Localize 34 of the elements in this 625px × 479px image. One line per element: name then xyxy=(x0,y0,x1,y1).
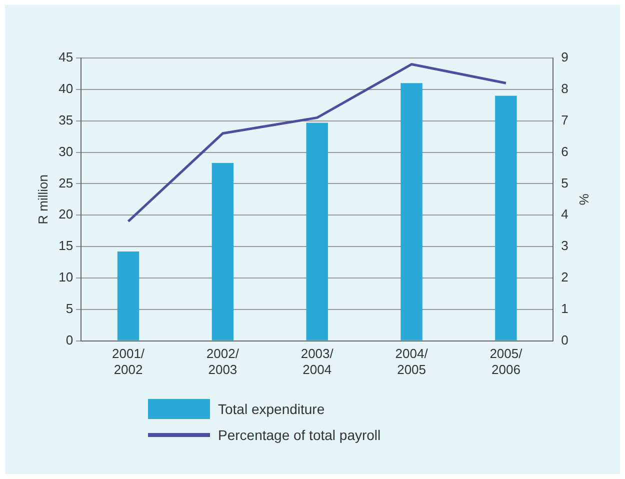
y-tick-label: 5 xyxy=(66,300,74,316)
y2-axis-title: % xyxy=(576,194,592,206)
y2-tick-label: 7 xyxy=(561,112,568,128)
y-tick-label: 40 xyxy=(58,81,74,96)
y2-tick-label: 0 xyxy=(561,332,568,348)
bar xyxy=(212,162,234,340)
legend-label: Total expenditure xyxy=(218,401,325,417)
x-tick-label: 2005/2006 xyxy=(490,346,523,377)
bar xyxy=(306,122,328,340)
x-tick-label: 2004/2005 xyxy=(395,346,428,377)
y2-tick-label: 1 xyxy=(561,300,568,316)
y-axis-title: R million xyxy=(35,174,50,224)
y-tick-label: 45 xyxy=(58,50,74,65)
y-tick-label: 15 xyxy=(58,238,74,254)
x-tick-label: 2002/2003 xyxy=(206,346,240,377)
y2-tick-label: 2 xyxy=(561,270,568,285)
y2-tick-label: 4 xyxy=(561,206,568,222)
y-tick-label: 20 xyxy=(58,206,74,222)
x-tick-label: 2003/2004 xyxy=(300,346,334,377)
y-tick-label: 35 xyxy=(58,112,74,128)
y-tick-label: 30 xyxy=(58,144,74,159)
bar xyxy=(495,96,517,340)
y-tick-label: 0 xyxy=(66,332,74,348)
bar xyxy=(400,83,422,340)
y-tick-label: 10 xyxy=(58,270,74,285)
y2-tick-label: 9 xyxy=(561,50,568,65)
y2-tick-label: 6 xyxy=(561,144,568,159)
x-tick-label: 2001/2002 xyxy=(112,346,145,377)
y2-tick-label: 8 xyxy=(561,81,568,96)
y2-tick-label: 5 xyxy=(561,175,568,190)
bar xyxy=(117,252,140,340)
legend-label: Percentage of total payroll xyxy=(218,427,381,443)
y2-tick-label: 3 xyxy=(561,238,568,254)
y-tick-label: 25 xyxy=(58,175,74,190)
